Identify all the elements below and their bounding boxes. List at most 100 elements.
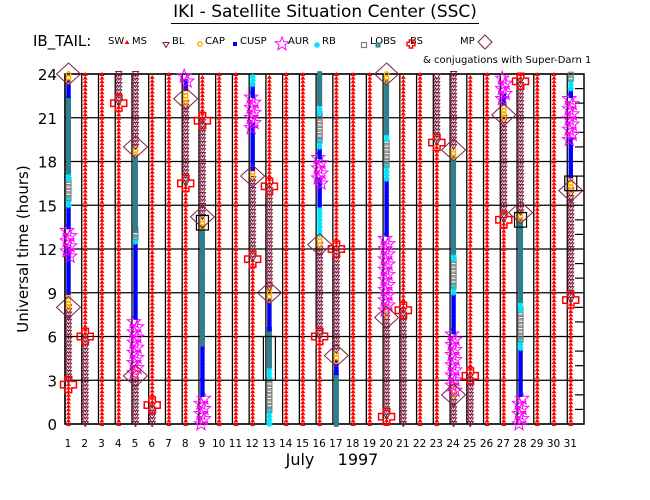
marker-sw xyxy=(283,381,289,386)
marker-bl xyxy=(198,133,207,141)
marker-ms xyxy=(183,381,189,386)
marker-sw xyxy=(166,407,172,412)
marker-sw xyxy=(534,236,540,241)
marker-bs xyxy=(66,114,71,120)
marker-rb xyxy=(65,172,72,179)
marker-sw xyxy=(300,236,306,241)
marker-sw xyxy=(300,301,306,306)
marker-bl xyxy=(131,85,140,93)
marker-bs xyxy=(199,340,205,347)
marker-sw xyxy=(551,290,557,295)
marker-sw xyxy=(484,214,490,219)
marker-bl xyxy=(566,191,575,198)
marker-ms xyxy=(199,89,205,94)
legend-label-aur: AUR xyxy=(288,36,310,47)
marker-bl xyxy=(265,245,274,252)
marker-bs xyxy=(266,337,272,343)
marker-sw xyxy=(300,82,306,87)
marker-ms xyxy=(467,100,473,105)
marker-ms xyxy=(333,170,339,175)
marker-bl xyxy=(265,285,274,292)
marker-ms xyxy=(400,144,406,149)
marker-sw xyxy=(551,374,557,379)
marker-ms xyxy=(116,141,122,146)
marker-sw xyxy=(233,330,239,335)
marker-bl xyxy=(198,122,207,130)
marker-sw xyxy=(350,192,356,197)
marker-cusp xyxy=(133,275,138,280)
marker-ms xyxy=(568,396,574,401)
marker-sw xyxy=(99,199,105,204)
marker-ms xyxy=(116,185,122,190)
marker-ms xyxy=(66,400,71,405)
marker-sw xyxy=(484,349,490,354)
marker-sw xyxy=(484,177,490,182)
marker-bl xyxy=(248,227,257,234)
marker-sw xyxy=(233,389,239,394)
marker-ms xyxy=(183,217,189,222)
marker-ms xyxy=(250,327,256,332)
marker-aur xyxy=(564,115,581,132)
marker-ms xyxy=(501,301,507,306)
marker-ms xyxy=(82,323,88,328)
marker-sw xyxy=(534,345,540,350)
marker-ms xyxy=(333,225,339,230)
marker-bl xyxy=(148,421,157,428)
marker-sw xyxy=(551,185,557,190)
marker-bl xyxy=(382,348,391,355)
marker-sw xyxy=(166,268,172,273)
marker-cusp xyxy=(384,210,389,215)
marker-sw xyxy=(417,97,423,102)
marker-bl xyxy=(198,126,207,133)
marker-ms xyxy=(333,166,339,171)
marker-sw xyxy=(484,243,490,248)
marker-ms xyxy=(116,400,122,405)
marker-sw xyxy=(283,93,289,98)
marker-bs xyxy=(199,235,205,241)
marker-sw xyxy=(300,378,306,383)
marker-sw xyxy=(300,268,306,273)
marker-rb xyxy=(132,238,139,245)
marker-bs xyxy=(199,282,205,289)
marker-sw xyxy=(367,250,373,255)
legend-symbol-bs-dot xyxy=(377,44,379,46)
marker-bl xyxy=(466,395,475,402)
x-tick-label: 29 xyxy=(530,438,543,450)
marker-sw xyxy=(216,400,222,405)
day-column-7 xyxy=(166,72,172,426)
marker-sw xyxy=(551,181,557,186)
marker-ms xyxy=(183,312,189,317)
marker-sw xyxy=(216,123,222,128)
marker-sw xyxy=(417,206,423,211)
marker-sw xyxy=(283,112,289,117)
marker-bs xyxy=(66,157,71,164)
marker-sw xyxy=(417,305,423,310)
marker-ms xyxy=(501,341,507,346)
marker-sw xyxy=(417,82,423,87)
marker-ms xyxy=(333,126,339,131)
marker-aur xyxy=(58,242,76,259)
marker-ms xyxy=(183,283,189,288)
marker-sw xyxy=(417,214,423,219)
marker-bl xyxy=(466,406,475,413)
marker-ms xyxy=(266,144,272,149)
marker-bs xyxy=(199,304,205,311)
marker-bl xyxy=(382,399,391,406)
marker-sw xyxy=(283,298,289,303)
marker-sw xyxy=(534,159,540,164)
marker-ms xyxy=(317,367,323,372)
marker-ms xyxy=(467,191,473,196)
x-tick-label: 5 xyxy=(132,438,139,450)
marker-cap xyxy=(199,220,206,227)
marker-bl xyxy=(198,155,207,163)
marker-sw xyxy=(300,195,306,200)
x-tick-label: 4 xyxy=(115,438,122,450)
marker-sw xyxy=(551,82,557,87)
marker-sw xyxy=(350,137,356,142)
marker-ms xyxy=(82,86,88,91)
marker-bs xyxy=(333,410,339,416)
marker-sw xyxy=(99,294,105,299)
marker-sw xyxy=(283,254,289,259)
marker-bl xyxy=(64,362,73,370)
marker-ms xyxy=(568,352,574,357)
